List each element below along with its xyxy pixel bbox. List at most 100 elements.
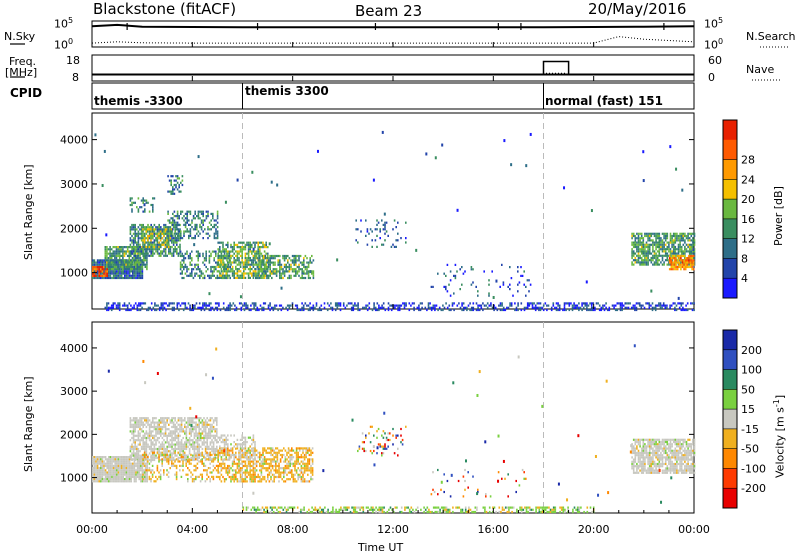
power-cell: [578, 302, 580, 305]
velocity-cell: [134, 428, 136, 431]
power-cell: [180, 230, 182, 233]
velocity-cell: [120, 467, 123, 470]
velocity-cell: [171, 432, 173, 435]
power-cell: [161, 243, 163, 246]
velocity-cell: [133, 464, 136, 467]
power-cell: [573, 302, 575, 305]
velocity-cell: [236, 462, 239, 465]
power-cell: [597, 302, 599, 305]
power-cell: [498, 304, 500, 307]
velocity-cell: [132, 464, 134, 467]
power-cell: [234, 304, 236, 307]
power-cell: [261, 268, 263, 271]
power-cell: [453, 274, 455, 277]
power-cell: [249, 243, 251, 246]
velocity-cell: [238, 467, 240, 470]
power-cell: [194, 272, 196, 275]
power-cell: [529, 283, 532, 286]
velocity-cell: [104, 458, 107, 461]
velocity-cell: [129, 421, 132, 424]
power-cell: [142, 230, 144, 233]
power-cell: [212, 212, 214, 215]
power-cell: [249, 248, 251, 251]
velocity-cell: [111, 471, 113, 474]
power-cell: [255, 250, 258, 253]
power-cell: [109, 257, 111, 260]
velocity-cell: [169, 439, 172, 442]
power-cell: [107, 257, 110, 260]
power-cell: [143, 239, 146, 242]
power-cell: [430, 308, 433, 312]
power-cell: [656, 259, 659, 262]
power-cell: [123, 261, 126, 264]
power-cell: [352, 304, 355, 307]
power-cell: [197, 265, 199, 269]
velocity-cell: [217, 467, 219, 470]
power-cell: [208, 259, 211, 262]
velocity-cell: [144, 471, 147, 474]
power-cell: [175, 215, 177, 218]
power-cell: [358, 308, 361, 312]
velocity-cell: [103, 469, 105, 472]
power-cell: [691, 302, 694, 305]
power-cell: [365, 304, 367, 307]
velocity-cell: [140, 473, 142, 476]
power-cell: [677, 245, 680, 249]
velocity-cell: [204, 464, 207, 467]
velocity-cell: [137, 452, 140, 455]
velocity-cell: [174, 434, 176, 437]
velocity-cell: [150, 458, 152, 462]
power-cell: [632, 306, 635, 309]
velocity-cell: [190, 443, 192, 446]
power-cell: [663, 232, 665, 235]
velocity-cell: [174, 436, 176, 440]
power-cell: [227, 263, 230, 266]
velocity-cell: [187, 480, 189, 483]
power-cell: [231, 270, 234, 273]
power-cell: [106, 268, 108, 271]
power-cell: [227, 246, 229, 249]
power-cell: [143, 243, 146, 246]
power-cell: [216, 226, 219, 229]
power-cell: [680, 237, 683, 240]
power-cell: [216, 232, 219, 235]
power-cell: [158, 226, 160, 229]
power-cell: [173, 183, 176, 187]
power-cell: [147, 239, 149, 242]
velocity-cell: [98, 475, 100, 478]
velocity-cell: [125, 480, 128, 483]
velocity-cell: [238, 471, 240, 474]
velocity-cell: [231, 462, 234, 465]
velocity-cell: [134, 445, 136, 448]
velocity-cell: [209, 443, 212, 446]
power-cell: [202, 210, 204, 213]
velocity-cell: [144, 434, 146, 437]
velocity-cell: [109, 462, 112, 465]
power-cell: [126, 265, 129, 268]
power-cell: [523, 308, 526, 312]
power-cell: [191, 219, 193, 222]
power-cell: [291, 259, 294, 262]
power-cell: [168, 248, 170, 251]
power-cell: [288, 270, 291, 273]
power-cell: [491, 306, 494, 309]
velocity-cell: [155, 439, 157, 442]
power-cell: [205, 306, 207, 309]
power-cell: [132, 239, 135, 242]
power-cell: [251, 259, 253, 262]
velocity-cell: [114, 456, 116, 459]
power-cell: [381, 306, 383, 309]
power-cell: [136, 246, 139, 249]
velocity-cell: [230, 478, 232, 481]
power-cell: [194, 274, 196, 277]
power-cell: [172, 248, 175, 251]
power-cell: [666, 245, 669, 249]
power-cell: [405, 237, 407, 240]
power-cell: [390, 308, 393, 312]
velocity-cell: [204, 430, 207, 433]
power-cell: [632, 252, 635, 255]
power-cell: [212, 226, 214, 229]
power-cell: [271, 261, 273, 264]
power-cell: [279, 259, 281, 262]
power-cell: [100, 259, 102, 262]
